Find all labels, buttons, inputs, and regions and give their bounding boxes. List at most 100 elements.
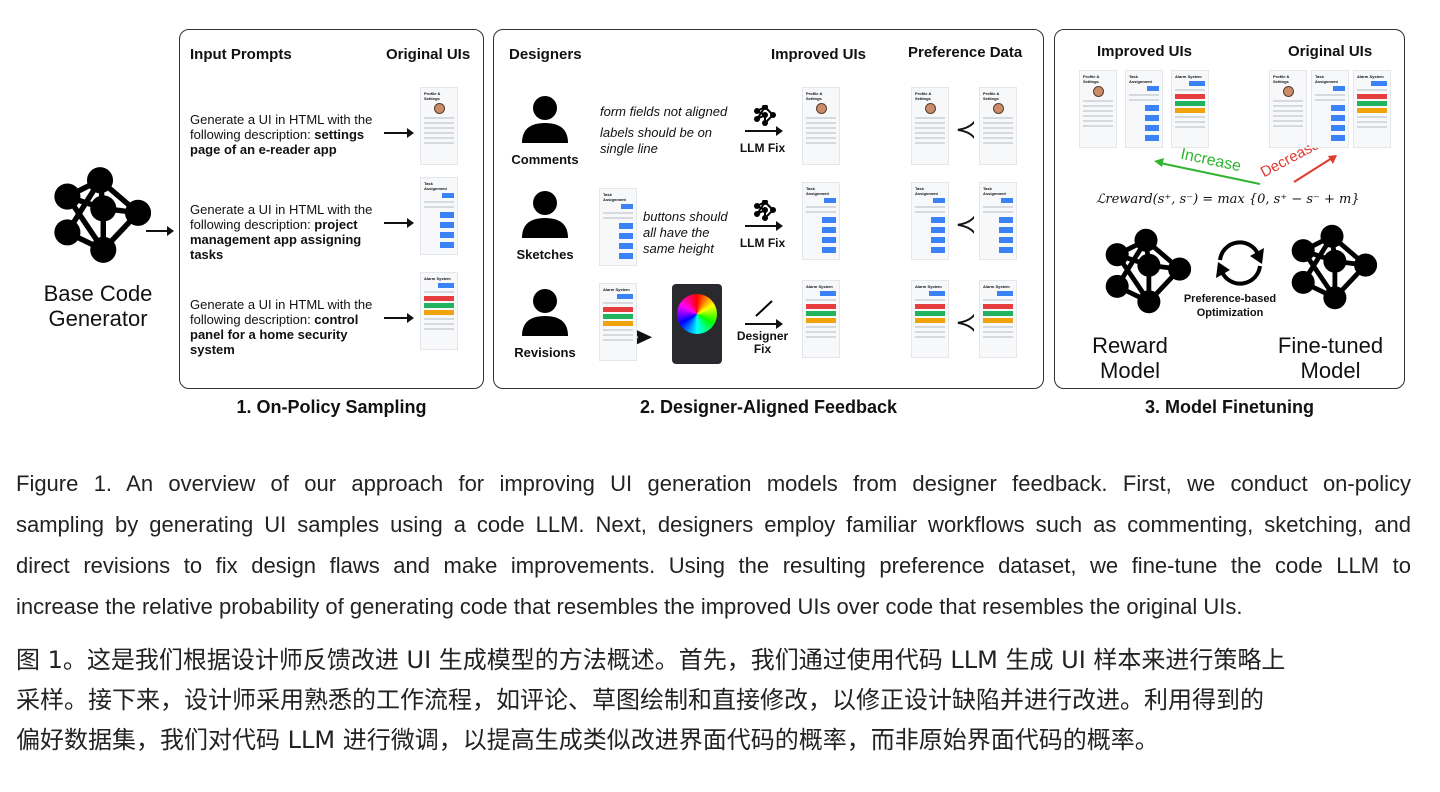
thumbnail-button	[822, 227, 836, 233]
base-code-generator-label: Base Code Generator	[43, 281, 153, 331]
thumbnail-line	[915, 206, 945, 208]
thumbnail-line	[915, 132, 945, 134]
thumbnail-line	[1273, 105, 1303, 107]
thumbnail-line	[915, 326, 945, 328]
caption-zh-line: 图 1。这是我们根据设计师反馈改进 UI 生成模型的方法概述。首先，我们通过使用…	[16, 646, 1286, 674]
thumbnail-line	[424, 323, 454, 325]
thumbnail-line	[424, 142, 454, 144]
ui-thumbnail: Alarm System	[599, 283, 637, 361]
thumbnail-line	[806, 326, 836, 328]
thumbnail-button	[619, 233, 633, 239]
thumbnail-line	[1083, 100, 1113, 102]
ui-thumbnail: Profile & Settings	[420, 87, 458, 165]
thumbnail-line	[1273, 120, 1303, 122]
thumbnail-line	[983, 127, 1013, 129]
ui-thumbnail: Alarm System	[1171, 70, 1209, 148]
header-improved-uis-3: Improved UIs	[1097, 43, 1193, 60]
alarm-button	[983, 318, 1013, 323]
thumbnail-line	[424, 132, 454, 134]
llm-icon	[752, 198, 778, 227]
preference-symbol: ≺	[955, 210, 977, 240]
thumbnail-button	[619, 223, 633, 229]
thumbnail-button	[1333, 86, 1345, 91]
arrow-icon	[745, 319, 783, 329]
thumbnail-title: Task Assignment	[603, 192, 626, 202]
sketch-note: buttons should all have the same height	[643, 209, 728, 256]
thumbnail-title: Alarm System	[424, 276, 451, 281]
neural-network-icon	[45, 165, 155, 265]
thumbnail-line	[1175, 116, 1205, 118]
avatar	[924, 103, 936, 114]
ui-thumbnail: Profile & Settings	[1079, 70, 1117, 148]
reward-model-label: Reward Model	[1092, 333, 1168, 383]
thumbnail-title: Task Assignment	[1315, 74, 1338, 84]
prompt-text: Generate a UI in HTML with the following…	[190, 112, 373, 142]
header-designers: Designers	[509, 46, 582, 63]
thumbnail-button	[1145, 115, 1159, 121]
caption-line: increase the relative probability of gen…	[16, 594, 1243, 619]
alarm-button	[1357, 101, 1387, 106]
alarm-button	[1175, 101, 1205, 106]
thumbnail-line	[424, 206, 454, 208]
thumbnail-line	[983, 336, 1013, 338]
thumbnail-line	[983, 331, 1013, 333]
ui-thumbnail: Profile & Settings	[979, 87, 1017, 165]
thumbnail-line	[1357, 116, 1387, 118]
thumbnail-line	[1083, 115, 1113, 117]
thumbnail-line	[603, 339, 633, 341]
ui-thumbnail: Profile & Settings	[802, 87, 840, 165]
thumbnail-line	[806, 331, 836, 333]
thumbnail-line	[983, 132, 1013, 134]
person-icon	[520, 190, 570, 245]
thumbnail-button	[1145, 125, 1159, 131]
alarm-button	[806, 311, 836, 316]
prompt-text: Generate a UI in HTML with the following…	[190, 202, 373, 232]
panel3-caption: 3. Model Finetuning	[1145, 397, 1314, 417]
thumbnail-button	[1147, 86, 1159, 91]
thumbnail-button	[933, 198, 945, 203]
thumbnail-line	[983, 122, 1013, 124]
avatar	[433, 103, 445, 114]
thumbnail-line	[424, 127, 454, 129]
arrow-icon	[745, 126, 783, 136]
designer-revisions-label: Revisions	[514, 345, 576, 360]
input-prompt: Generate a UI in HTML with the following…	[190, 297, 390, 357]
thumbnail-title: Profile & Settings	[806, 91, 823, 101]
person-icon	[520, 288, 570, 343]
thumbnail-line	[915, 142, 945, 144]
alarm-button	[603, 321, 633, 326]
thumbnail-button	[1331, 125, 1345, 131]
thumbnail-button	[442, 193, 454, 198]
thumbnail-line	[603, 329, 633, 331]
thumbnail-title: Alarm System	[806, 284, 833, 289]
thumbnail-line	[806, 132, 836, 134]
ui-thumbnail: Alarm System	[420, 272, 458, 350]
thumbnail-line	[1357, 126, 1387, 128]
header-improved-uis: Improved UIs	[771, 46, 867, 63]
input-prompt: Generate a UI in HTML with the following…	[190, 202, 390, 262]
caption-english: Figure 1. An overview of our approach fo…	[16, 463, 1411, 627]
ui-thumbnail: Alarm System	[1353, 70, 1391, 148]
arrow-icon	[384, 313, 414, 323]
thumbnail-line	[1175, 126, 1205, 128]
thumbnail-title: Alarm System	[915, 284, 942, 289]
thumbnail-line	[983, 211, 1013, 213]
thumbnail-line	[1273, 100, 1303, 102]
thumbnail-line	[603, 334, 633, 336]
decrease-arrow-icon	[1293, 155, 1337, 183]
thumbnail-button	[440, 242, 454, 248]
thumbnail-line	[915, 336, 945, 338]
thumbnail-line	[1315, 99, 1345, 101]
thumbnail-title: Profile & Settings	[1273, 74, 1290, 84]
thumbnail-button	[999, 247, 1013, 253]
arrow-icon	[146, 226, 174, 236]
thumbnail-line	[806, 336, 836, 338]
thumbnail-button	[999, 227, 1013, 233]
pencil-icon	[752, 298, 776, 323]
ui-thumbnail: Task Assignment	[1125, 70, 1163, 148]
ui-thumbnail: Alarm System	[802, 280, 840, 358]
alarm-button	[806, 304, 836, 309]
alarm-button	[1357, 94, 1387, 99]
arrow-icon	[384, 128, 414, 138]
panel1-caption: 1. On-Policy Sampling	[236, 397, 427, 417]
